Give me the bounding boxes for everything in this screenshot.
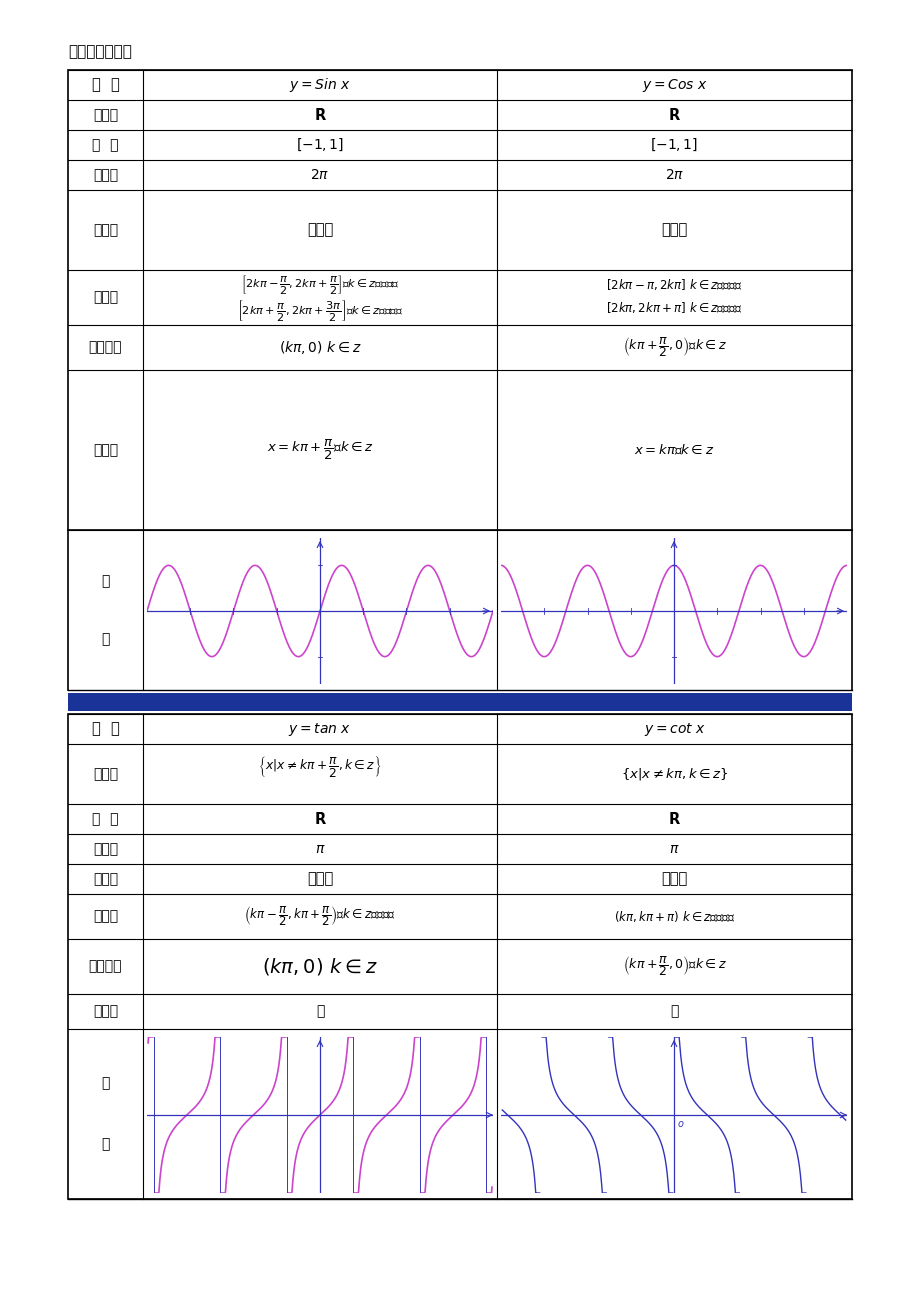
Text: 值  域: 值 域 [92, 138, 119, 152]
Text: 值  域: 值 域 [92, 812, 119, 825]
Text: R: R [314, 108, 325, 122]
Text: 奇偶性: 奇偶性 [93, 872, 118, 885]
Text: $[-1,1]$: $[-1,1]$ [296, 137, 344, 154]
Bar [68, 70, 851, 530]
Text: $x=k\pi+\dfrac{\pi}{2}$，$k\in z$: $x=k\pi+\dfrac{\pi}{2}$，$k\in z$ [267, 437, 373, 462]
Text: 周期性: 周期性 [93, 842, 118, 855]
Text: $\pi$: $\pi$ [668, 842, 679, 855]
Text: 对称轴: 对称轴 [93, 1005, 118, 1018]
Text: $y = Cos\ x$: $y = Cos\ x$ [641, 77, 707, 94]
Text: $y = cot\ x$: $y = cot\ x$ [642, 720, 705, 737]
Text: 性  质: 性 质 [92, 78, 119, 92]
Text: $\left\{x|x\neq k\pi+\dfrac{\pi}{2},k\in z\right\}$: $\left\{x|x\neq k\pi+\dfrac{\pi}{2},k\in… [258, 754, 381, 780]
Text: R: R [668, 811, 679, 827]
Text: $\pi$: $\pi$ [314, 842, 325, 855]
Text: 对称中心: 对称中心 [88, 341, 122, 354]
Text: 奇函数: 奇函数 [661, 871, 686, 887]
Text: 周期性: 周期性 [93, 168, 118, 182]
Text: $\left[2k\pi-\pi,2k\pi\right]$ $k\in z$，增函数: $\left[2k\pi-\pi,2k\pi\right]$ $k\in z$，… [606, 277, 742, 293]
Text: 无: 无 [315, 1005, 323, 1018]
Text: 三角函数的性质: 三角函数的性质 [68, 44, 131, 60]
Text: R: R [668, 108, 679, 122]
Text: $\left(k\pi+\dfrac{\pi}{2},0\right)$，$k\in z$: $\left(k\pi+\dfrac{\pi}{2},0\right)$，$k\… [622, 954, 726, 979]
Text: 对称轴: 对称轴 [93, 443, 118, 457]
Text: $\left(k\pi+\dfrac{\pi}{2},0\right)$，$k\in z$: $\left(k\pi+\dfrac{\pi}{2},0\right)$，$k\… [622, 336, 726, 359]
Bar [68, 693, 851, 711]
Text: $\left[2k\pi-\dfrac{\pi}{2},2k\pi+\dfrac{\pi}{2}\right]$，$k\in z$，增函数: $\left[2k\pi-\dfrac{\pi}{2},2k\pi+\dfrac… [241, 273, 399, 297]
Text: 无: 无 [670, 1005, 678, 1018]
Text: 定义域: 定义域 [93, 108, 118, 122]
Text: $(k\pi,k\pi+\pi)$ $k\in z$，增函数: $(k\pi,k\pi+\pi)$ $k\in z$，增函数 [613, 909, 734, 924]
Text: $\left[2k\pi+\dfrac{\pi}{2},2k\pi+\dfrac{3\pi}{2}\right]$，$k\in z$，减函数: $\left[2k\pi+\dfrac{\pi}{2},2k\pi+\dfrac… [236, 298, 403, 323]
Text: $y = tan\ x$: $y = tan\ x$ [289, 720, 351, 737]
Text: $(k\pi,0)$ $k\in z$: $(k\pi,0)$ $k\in z$ [262, 956, 378, 976]
Text: 性  质: 性 质 [92, 721, 119, 737]
Text: 图: 图 [101, 1077, 109, 1090]
Text: 奇偶性: 奇偶性 [93, 223, 118, 237]
Text: $y = Sin\ x$: $y = Sin\ x$ [289, 76, 350, 94]
Text: 奇函数: 奇函数 [307, 223, 333, 237]
Text: 单调性: 单调性 [93, 910, 118, 923]
Text: 对称中心: 对称中心 [88, 960, 122, 974]
Text: $2\pi$: $2\pi$ [310, 168, 329, 182]
Text: R: R [314, 811, 325, 827]
Text: $[-1,1]$: $[-1,1]$ [650, 137, 698, 154]
Text: 图: 图 [101, 574, 109, 589]
Text: $\left(k\pi-\dfrac{\pi}{2},k\pi+\dfrac{\pi}{2}\right)$，$k\in z$，增函数: $\left(k\pi-\dfrac{\pi}{2},k\pi+\dfrac{\… [244, 905, 395, 928]
Text: 像: 像 [101, 1138, 109, 1151]
Text: $2\pi$: $2\pi$ [664, 168, 684, 182]
Text: $\left[2k\pi,2k\pi+\pi\right]$ $k\in z$，减函数: $\left[2k\pi,2k\pi+\pi\right]$ $k\in z$，… [606, 299, 742, 315]
Text: 单调性: 单调性 [93, 290, 118, 305]
Text: $o$: $o$ [675, 1118, 684, 1129]
Text: 偶函数: 偶函数 [661, 223, 686, 237]
Text: $\left\{x|x\neq k\pi,k\in z\right\}$: $\left\{x|x\neq k\pi,k\in z\right\}$ [620, 766, 728, 783]
Text: 像: 像 [101, 631, 109, 646]
Bar [68, 713, 851, 1199]
Text: $x=k\pi$，$k\in z$: $x=k\pi$，$k\in z$ [634, 443, 714, 457]
Text: $(k\pi,0)$ $k\in z$: $(k\pi,0)$ $k\in z$ [278, 339, 361, 355]
Text: 定义域: 定义域 [93, 767, 118, 781]
Text: 奇函数: 奇函数 [307, 871, 333, 887]
